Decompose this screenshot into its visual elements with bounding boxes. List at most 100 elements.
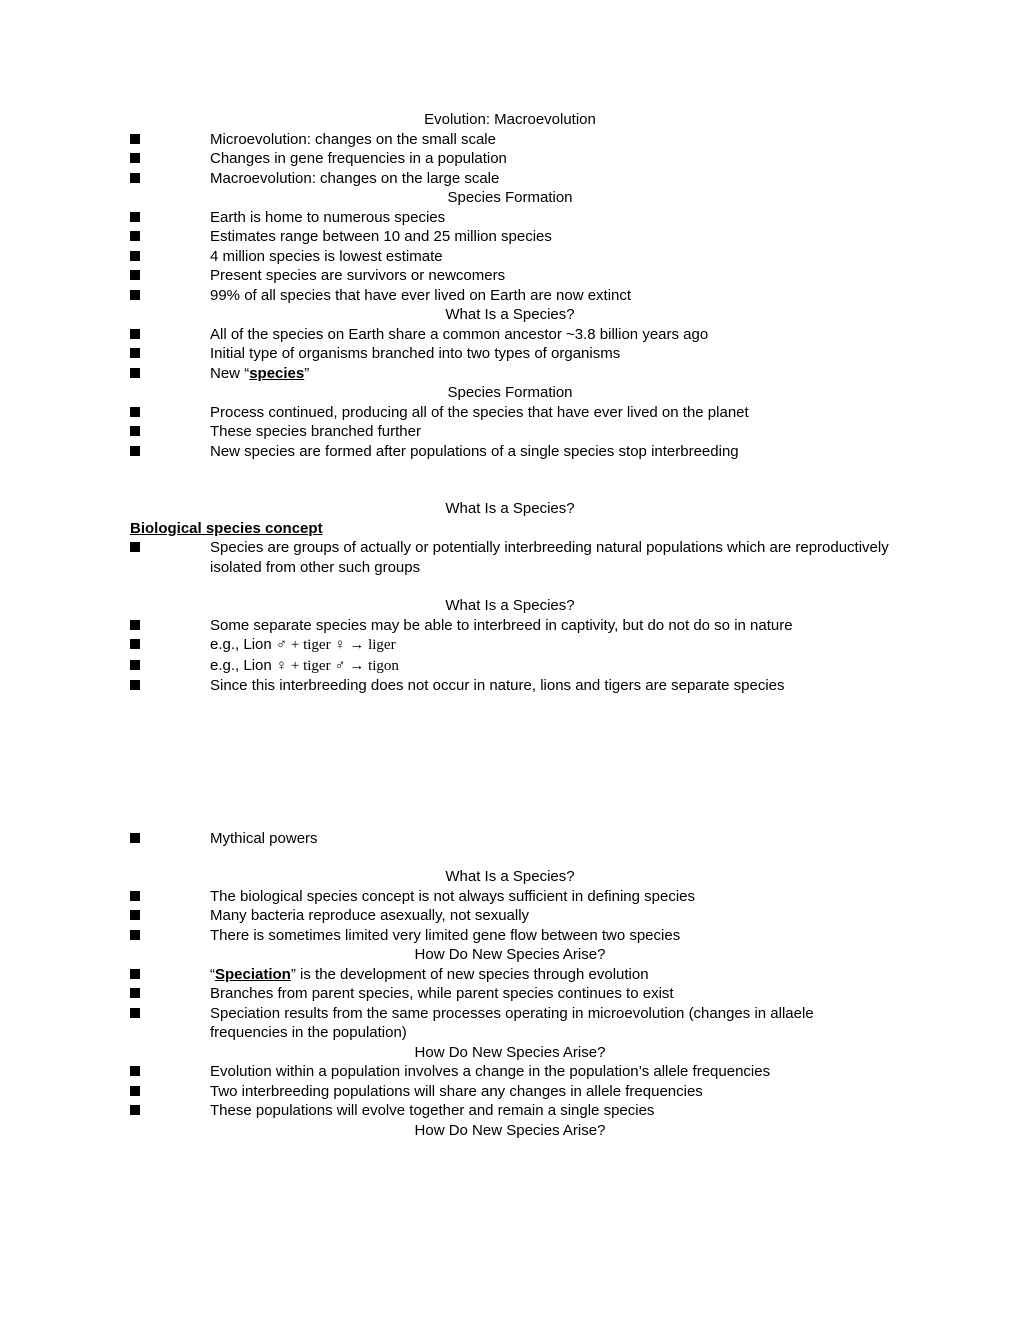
list-item: All of the species on Earth share a comm… bbox=[130, 325, 890, 345]
list-item: Present species are survivors or newcome… bbox=[130, 266, 890, 286]
square-bullet-icon bbox=[130, 1086, 140, 1096]
quote-close: ” bbox=[304, 365, 309, 382]
bullet-text: There is sometimes limited very limited … bbox=[210, 926, 890, 946]
bullet-text: Since this interbreeding does not occur … bbox=[210, 676, 890, 696]
square-bullet-icon bbox=[130, 620, 140, 630]
heading-what-is-species-4: What Is a Species? bbox=[130, 867, 890, 887]
male-symbol-icon: ♂ bbox=[276, 637, 287, 653]
square-bullet-icon bbox=[130, 1066, 140, 1076]
square-bullet-icon bbox=[130, 212, 140, 222]
bullet-text: Evolution within a population involves a… bbox=[210, 1062, 890, 1082]
square-bullet-icon bbox=[130, 173, 140, 183]
list-item: Changes in gene frequencies in a populat… bbox=[130, 149, 890, 169]
bullet-text: Many bacteria reproduce asexually, not s… bbox=[210, 906, 890, 926]
list-item: Evolution within a population involves a… bbox=[130, 1062, 890, 1082]
square-bullet-icon bbox=[130, 329, 140, 339]
bullet-text: Earth is home to numerous species bbox=[210, 208, 890, 228]
list-item: Mythical powers bbox=[130, 829, 890, 849]
text-fragment: + tiger bbox=[287, 637, 334, 653]
bullet-text: Branches from parent species, while pare… bbox=[210, 984, 890, 1004]
list-item: Species are groups of actually or potent… bbox=[130, 538, 890, 577]
bullet-text: New “species” bbox=[210, 364, 890, 384]
list-item: These populations will evolve together a… bbox=[130, 1101, 890, 1121]
female-symbol-icon: ♀ bbox=[276, 658, 287, 674]
text-fragment: + tiger bbox=[287, 658, 334, 674]
bullet-text: New species are formed after populations… bbox=[210, 442, 890, 462]
square-bullet-icon bbox=[130, 988, 140, 998]
male-symbol-icon: ♂ bbox=[334, 658, 345, 674]
bullet-text: “Speciation” is the development of new s… bbox=[210, 965, 890, 985]
square-bullet-icon bbox=[130, 660, 140, 670]
square-bullet-icon bbox=[130, 368, 140, 378]
bullet-text: These populations will evolve together a… bbox=[210, 1101, 890, 1121]
square-bullet-icon bbox=[130, 969, 140, 979]
bullet-text: Macroevolution: changes on the large sca… bbox=[210, 169, 890, 189]
list-item: Microevolution: changes on the small sca… bbox=[130, 130, 890, 150]
text-fragment: → liger bbox=[346, 637, 396, 653]
bullet-text: Present species are survivors or newcome… bbox=[210, 266, 890, 286]
text-fragment: is the development of new species throug… bbox=[296, 966, 649, 983]
list-item: New “species” bbox=[130, 364, 890, 384]
square-bullet-icon bbox=[130, 153, 140, 163]
list-item: e.g., Lion ♂ + tiger ♀ → liger bbox=[130, 635, 890, 656]
bullet-text: Changes in gene frequencies in a populat… bbox=[210, 149, 890, 169]
text-fragment: → tigon bbox=[346, 658, 399, 674]
square-bullet-icon bbox=[130, 270, 140, 280]
list-item: “Speciation” is the development of new s… bbox=[130, 965, 890, 985]
square-bullet-icon bbox=[130, 231, 140, 241]
square-bullet-icon bbox=[130, 542, 140, 552]
list-item: These species branched further bbox=[130, 422, 890, 442]
square-bullet-icon bbox=[130, 891, 140, 901]
text-fragment: New bbox=[210, 365, 244, 382]
list-item: Earth is home to numerous species bbox=[130, 208, 890, 228]
square-bullet-icon bbox=[130, 407, 140, 417]
square-bullet-icon bbox=[130, 1105, 140, 1115]
bullet-text: Species are groups of actually or potent… bbox=[210, 538, 890, 577]
list-item: Macroevolution: changes on the large sca… bbox=[130, 169, 890, 189]
heading-what-is-species-2: What Is a Species? bbox=[130, 499, 890, 519]
square-bullet-icon bbox=[130, 426, 140, 436]
square-bullet-icon bbox=[130, 680, 140, 690]
list-item: Some separate species may be able to int… bbox=[130, 616, 890, 636]
term-species: species bbox=[249, 365, 304, 382]
square-bullet-icon bbox=[130, 1008, 140, 1018]
subheading-biological-species-concept: Biological species concept bbox=[130, 519, 890, 539]
bullet-text: The biological species concept is not al… bbox=[210, 887, 890, 907]
square-bullet-icon bbox=[130, 639, 140, 649]
bullet-text: Some separate species may be able to int… bbox=[210, 616, 890, 636]
bullet-text: All of the species on Earth share a comm… bbox=[210, 325, 890, 345]
list-item: Two interbreeding populations will share… bbox=[130, 1082, 890, 1102]
heading-new-species-arise-3: How Do New Species Arise? bbox=[130, 1121, 890, 1141]
list-item: Initial type of organisms branched into … bbox=[130, 344, 890, 364]
bullet-text: Two interbreeding populations will share… bbox=[210, 1082, 890, 1102]
list-item: Estimates range between 10 and 25 millio… bbox=[130, 227, 890, 247]
bullet-text: Speciation results from the same process… bbox=[210, 1004, 890, 1043]
term-speciation: Speciation bbox=[215, 966, 291, 983]
list-item: New species are formed after populations… bbox=[130, 442, 890, 462]
list-item: There is sometimes limited very limited … bbox=[130, 926, 890, 946]
bullet-text: Mythical powers bbox=[210, 829, 890, 849]
square-bullet-icon bbox=[130, 251, 140, 261]
bullet-text: Initial type of organisms branched into … bbox=[210, 344, 890, 364]
square-bullet-icon bbox=[130, 348, 140, 358]
square-bullet-icon bbox=[130, 134, 140, 144]
list-item: Many bacteria reproduce asexually, not s… bbox=[130, 906, 890, 926]
heading-evolution: Evolution: Macroevolution bbox=[130, 110, 890, 130]
list-item: Branches from parent species, while pare… bbox=[130, 984, 890, 1004]
list-item: 99% of all species that have ever lived … bbox=[130, 286, 890, 306]
bullet-text: e.g., Lion ♂ + tiger ♀ → liger bbox=[210, 635, 890, 656]
heading-what-is-species: What Is a Species? bbox=[130, 305, 890, 325]
document-page: Evolution: Macroevolution Microevolution… bbox=[0, 0, 1020, 1320]
bullet-text: Estimates range between 10 and 25 millio… bbox=[210, 227, 890, 247]
heading-species-formation-2: Species Formation bbox=[130, 383, 890, 403]
bullet-text: 4 million species is lowest estimate bbox=[210, 247, 890, 267]
bullet-text: These species branched further bbox=[210, 422, 890, 442]
list-item: The biological species concept is not al… bbox=[130, 887, 890, 907]
list-item: Speciation results from the same process… bbox=[130, 1004, 890, 1043]
bullet-text: Process continued, producing all of the … bbox=[210, 403, 890, 423]
female-symbol-icon: ♀ bbox=[334, 637, 345, 653]
square-bullet-icon bbox=[130, 833, 140, 843]
list-item: Process continued, producing all of the … bbox=[130, 403, 890, 423]
heading-species-formation: Species Formation bbox=[130, 188, 890, 208]
heading-new-species-arise: How Do New Species Arise? bbox=[130, 945, 890, 965]
